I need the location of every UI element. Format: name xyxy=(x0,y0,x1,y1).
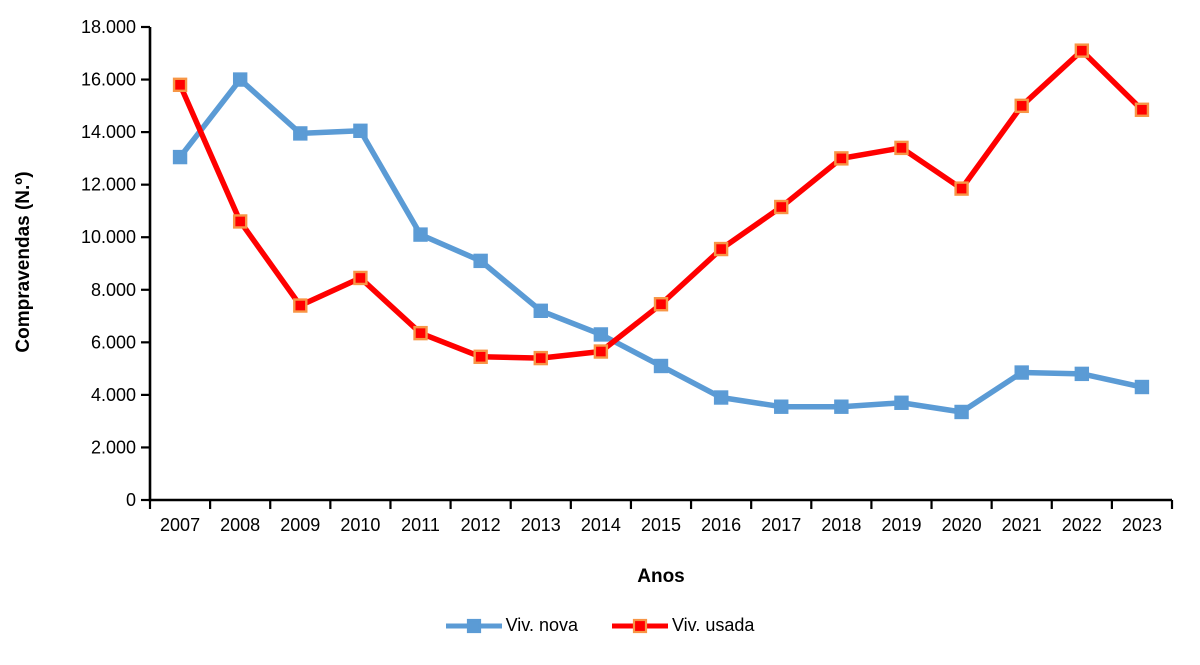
marker-viv-nova-2022 xyxy=(1074,366,1090,382)
marker-viv-usada-2010 xyxy=(353,270,368,286)
legend-marker-viv-usada xyxy=(632,618,648,633)
marker-viv-usada-2017 xyxy=(774,199,789,215)
marker-viv-nova-2014 xyxy=(593,327,609,342)
marker-viv-usada-2016 xyxy=(713,241,729,257)
marker-viv-usada-2013 xyxy=(533,350,548,366)
legend-label-viv-nova: Viv. nova xyxy=(505,615,578,635)
y-tick-label: 4.000 xyxy=(91,385,136,405)
marker-viv-usada-2015 xyxy=(653,297,669,312)
marker-viv-nova-2015 xyxy=(653,358,669,374)
y-axis-title: Compravendas (N.º) xyxy=(13,171,34,353)
x-tick-label: 2016 xyxy=(701,515,741,535)
marker-viv-nova-2020 xyxy=(954,404,969,420)
marker-viv-nova-2013 xyxy=(533,303,548,318)
x-tick-label: 2015 xyxy=(641,515,681,535)
x-tick-label: 2013 xyxy=(521,515,561,535)
marker-viv-nova-2018 xyxy=(834,399,849,414)
y-tick-label: 2.000 xyxy=(91,437,136,457)
marker-viv-usada-2023 xyxy=(1134,102,1150,117)
y-tick-label: 6.000 xyxy=(91,332,136,352)
marker-viv-usada-2020 xyxy=(954,181,969,196)
marker-viv-nova-2016 xyxy=(713,390,729,405)
marker-viv-usada-2007 xyxy=(172,77,188,93)
x-tick-label: 2018 xyxy=(821,515,861,535)
marker-viv-nova-2021 xyxy=(1014,365,1029,380)
marker-viv-usada-2012 xyxy=(473,349,488,364)
marker-viv-nova-2017 xyxy=(774,399,789,414)
marker-viv-nova-2012 xyxy=(473,253,488,269)
y-tick-label: 14.000 xyxy=(81,122,136,142)
x-tick-label: 2021 xyxy=(1002,515,1042,535)
marker-viv-usada-2009 xyxy=(293,298,308,313)
x-tick-label: 2014 xyxy=(581,515,621,535)
marker-viv-usada-2008 xyxy=(232,214,248,229)
y-tick-label: 16.000 xyxy=(81,70,136,90)
marker-viv-nova-2010 xyxy=(353,123,368,138)
x-tick-label: 2011 xyxy=(401,515,440,535)
marker-viv-usada-2019 xyxy=(894,140,909,156)
legend-marker-viv-nova xyxy=(466,618,481,633)
y-tick-label: 10.000 xyxy=(81,227,136,247)
legend-swatch-viv-usada xyxy=(612,618,668,633)
x-tick-label: 2009 xyxy=(280,515,320,535)
legend-swatch-viv-nova xyxy=(445,618,502,633)
series-line-viv-usada xyxy=(177,47,1145,361)
x-tick-label: 2008 xyxy=(220,515,260,535)
marker-viv-nova-2008 xyxy=(232,72,248,87)
marker-viv-nova-2007 xyxy=(172,149,188,165)
marker-viv-usada-2018 xyxy=(834,151,849,166)
x-axis-title: Anos xyxy=(637,566,685,587)
x-tick-label: 2012 xyxy=(461,515,501,535)
marker-viv-usada-2011 xyxy=(413,325,428,341)
x-tick-label: 2007 xyxy=(160,515,200,535)
marker-viv-nova-2019 xyxy=(894,395,909,410)
y-tick-label: 12.000 xyxy=(81,175,136,195)
marker-viv-nova-2009 xyxy=(293,126,308,141)
marker-viv-usada-2014 xyxy=(593,344,609,359)
x-tick-label: 2010 xyxy=(340,515,380,535)
y-tick-label: 0 xyxy=(126,490,136,510)
legend: Viv. nova Viv. usada xyxy=(0,615,1200,636)
y-tick-label: 8.000 xyxy=(91,280,136,300)
x-tick-label: 2020 xyxy=(942,515,982,535)
marker-viv-usada-2021 xyxy=(1014,98,1029,114)
legend-item-viv-nova: Viv. nova xyxy=(445,615,578,636)
x-tick-label: 2017 xyxy=(761,515,801,535)
marker-viv-nova-2023 xyxy=(1134,379,1150,395)
marker-viv-nova-2011 xyxy=(413,227,428,242)
x-tick-label: 2023 xyxy=(1122,515,1162,535)
y-tick-label: 18.000 xyxy=(81,17,136,37)
legend-item-viv-usada: Viv. usada xyxy=(612,615,754,636)
legend-label-viv-usada: Viv. usada xyxy=(672,615,755,635)
x-tick-label: 2022 xyxy=(1062,515,1102,535)
x-tick-label: 2019 xyxy=(881,515,921,535)
marker-viv-usada-2022 xyxy=(1074,43,1090,58)
